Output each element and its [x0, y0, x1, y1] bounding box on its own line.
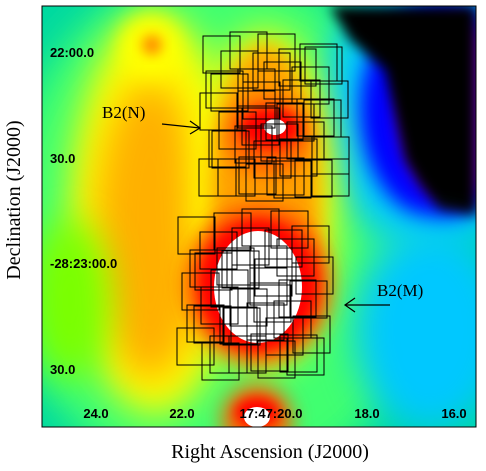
pointing-box [217, 158, 256, 197]
ra-tick: 18.0 [354, 406, 379, 421]
pointing-box [279, 334, 318, 373]
pointing-box [216, 247, 255, 286]
pointing-box [208, 129, 247, 168]
pointing-box [222, 307, 261, 346]
pointing-box [177, 216, 216, 255]
ra-tick: 17:47:20.0 [240, 406, 303, 421]
pointing-box [186, 304, 225, 343]
pointing-box [295, 256, 334, 295]
pointing-box [266, 157, 305, 196]
dec-tick: 22:00.0 [50, 45, 94, 60]
arrow-north [161, 123, 201, 129]
pointing-box [311, 158, 350, 197]
pointing-box [238, 156, 277, 195]
pointing-box [291, 225, 330, 264]
pointing-box [296, 98, 335, 137]
dec-tick: 30.0 [50, 362, 75, 377]
pointing-box [289, 280, 328, 319]
label-north: B2(N) [102, 103, 145, 122]
pointing-box [278, 279, 317, 318]
pointing-box [254, 258, 293, 297]
x-axis-title: Right Ascension (J2000) [171, 441, 369, 463]
pointing-box [273, 160, 312, 199]
pointing-box [237, 90, 276, 129]
pointing-box [249, 245, 288, 284]
pointing-box [304, 46, 343, 85]
pointing-box [286, 121, 325, 160]
label-middle: B2(M) [377, 281, 423, 300]
pointing-box [294, 159, 333, 198]
pointing-box [257, 340, 296, 379]
pointing-box [311, 136, 350, 175]
pointing-box [201, 342, 240, 381]
ra-tick: 16.0 [441, 406, 466, 421]
pointing-box [237, 68, 276, 107]
arrow-north-head [189, 120, 202, 135]
arrow-middle-head [343, 297, 356, 313]
ra-tick: 24.0 [83, 406, 108, 421]
pointing-box [194, 252, 233, 291]
y-axis-title: Declination (J2000) [3, 120, 25, 279]
dec-tick: -28:23:00.0 [50, 256, 117, 271]
annotation-arrows [161, 120, 390, 313]
dec-tick-labels: 22:00.0 30.0 -28:23:00.0 30.0 [50, 45, 117, 377]
pointing-box [257, 33, 296, 72]
pointing-box [270, 210, 309, 249]
pointing-box [211, 130, 250, 169]
ra-tick: 22.0 [169, 406, 194, 421]
ra-tick-labels: 24.0 22.0 17:47:20.0 18.0 16.0 [83, 406, 466, 421]
pointing-box [228, 335, 267, 374]
pointing-box [286, 337, 325, 376]
pointing-box [176, 327, 215, 366]
pointing-boxes [176, 31, 350, 381]
pointing-box [250, 333, 289, 372]
pointing-box [242, 81, 281, 120]
pointing-box [245, 163, 284, 202]
dec-tick: 30.0 [50, 151, 75, 166]
plot-frame [41, 5, 477, 428]
pointing-box [249, 267, 288, 306]
